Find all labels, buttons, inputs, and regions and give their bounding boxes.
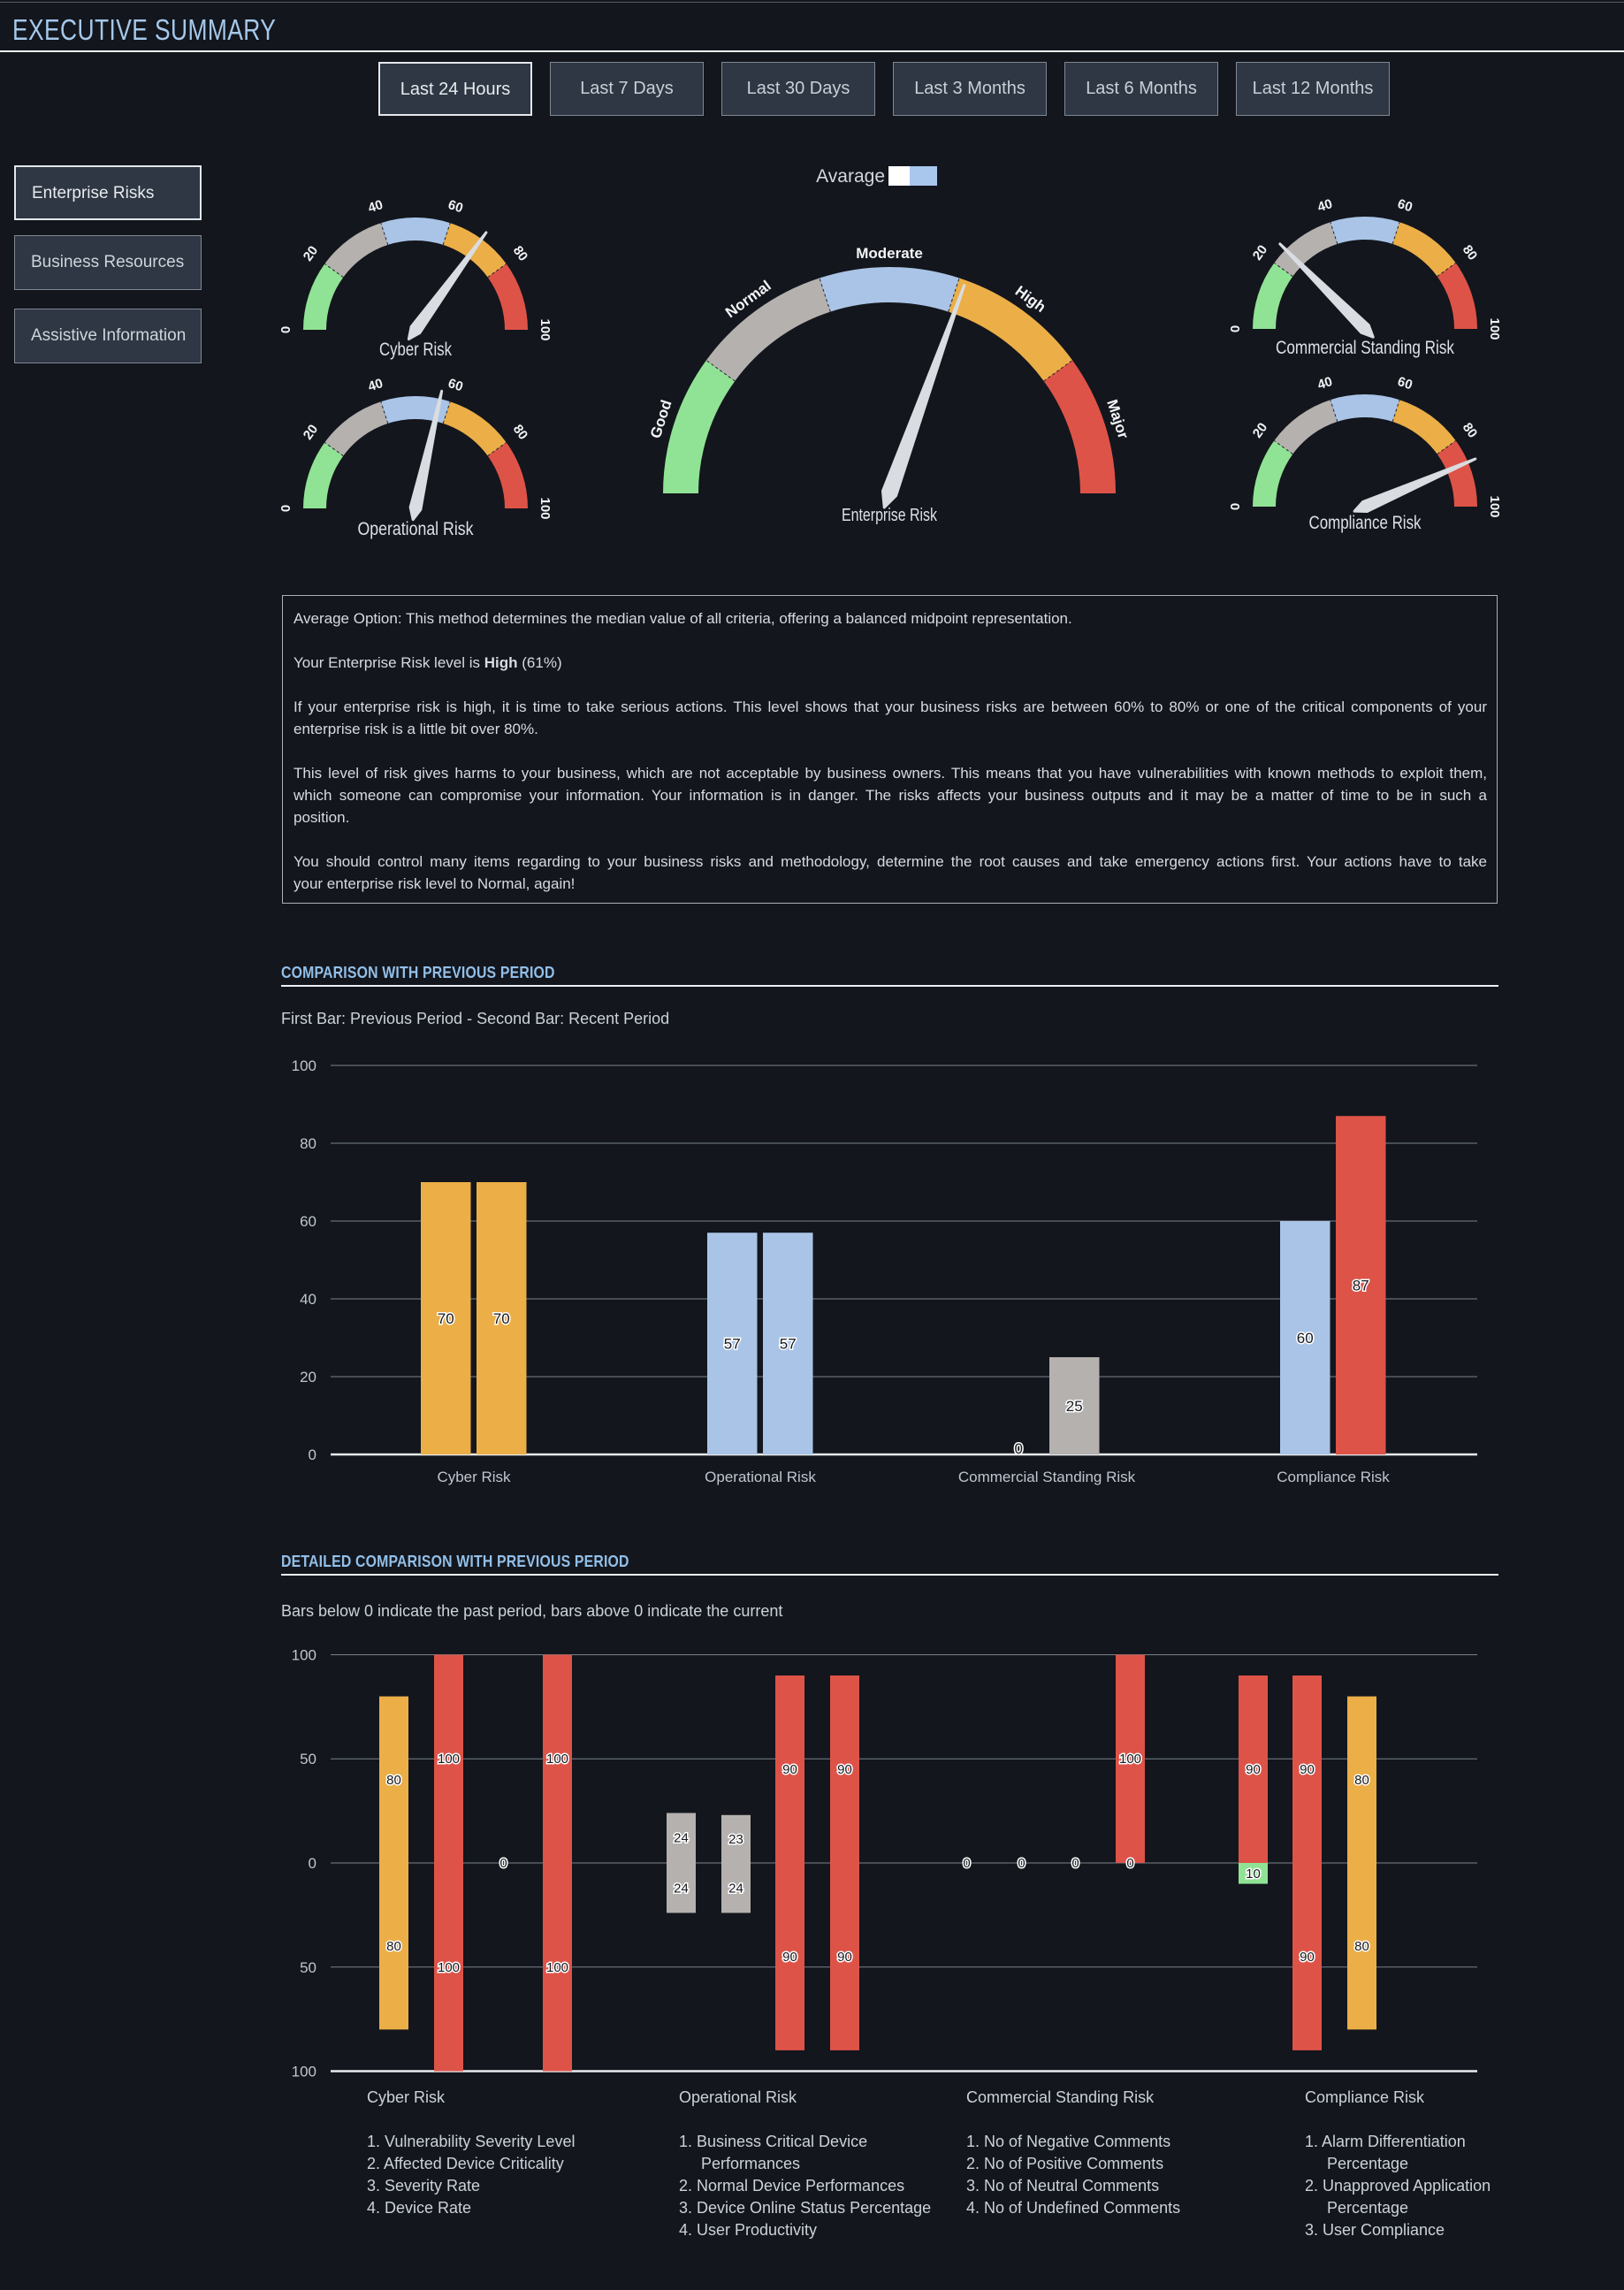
svg-text:Operational Risk: Operational Risk <box>358 519 474 539</box>
svg-text:Good: Good <box>647 398 675 440</box>
svg-text:100: 100 <box>292 1057 316 1074</box>
svg-text:80: 80 <box>1460 242 1481 263</box>
svg-text:90: 90 <box>1300 1762 1315 1777</box>
svg-text:80: 80 <box>1354 1773 1369 1788</box>
svg-text:40: 40 <box>366 376 385 394</box>
svg-text:100: 100 <box>292 1647 316 1664</box>
svg-text:60: 60 <box>1297 1330 1314 1347</box>
svg-text:0: 0 <box>309 1447 316 1463</box>
svg-text:0: 0 <box>278 505 294 512</box>
svg-text:100: 100 <box>546 1752 568 1767</box>
svg-text:Enterprise Risk: Enterprise Risk <box>842 506 938 525</box>
svg-text:90: 90 <box>782 1950 797 1965</box>
svg-text:0: 0 <box>1018 1856 1025 1871</box>
svg-text:90: 90 <box>1246 1762 1261 1777</box>
svg-text:20: 20 <box>1250 242 1271 263</box>
svg-text:100: 100 <box>438 1960 460 1975</box>
svg-text:80: 80 <box>386 1773 401 1788</box>
svg-text:60: 60 <box>446 376 465 394</box>
svg-text:40: 40 <box>300 1291 316 1308</box>
svg-text:100: 100 <box>1487 317 1502 340</box>
svg-text:Commercial Standing Risk: Commercial Standing Risk <box>1276 338 1454 358</box>
svg-text:90: 90 <box>837 1950 852 1965</box>
svg-text:0: 0 <box>963 1856 970 1871</box>
svg-text:70: 70 <box>438 1310 454 1327</box>
svg-text:100: 100 <box>1487 495 1502 517</box>
svg-text:24: 24 <box>674 1831 689 1846</box>
svg-text:40: 40 <box>1315 196 1334 215</box>
svg-text:90: 90 <box>837 1762 852 1777</box>
svg-text:Cyber Risk: Cyber Risk <box>437 1469 511 1485</box>
svg-text:50: 50 <box>300 1959 316 1976</box>
svg-text:20: 20 <box>300 1369 316 1385</box>
svg-text:20: 20 <box>301 243 322 263</box>
svg-text:100: 100 <box>538 318 553 340</box>
svg-text:90: 90 <box>782 1762 797 1777</box>
svg-text:57: 57 <box>780 1336 797 1353</box>
svg-text:Compliance Risk: Compliance Risk <box>1277 1469 1390 1485</box>
svg-text:100: 100 <box>1119 1752 1141 1767</box>
svg-text:80: 80 <box>300 1135 316 1152</box>
svg-text:0: 0 <box>1228 325 1243 332</box>
svg-text:25: 25 <box>1066 1398 1083 1415</box>
svg-text:90: 90 <box>1300 1950 1315 1965</box>
svg-text:57: 57 <box>724 1336 741 1353</box>
svg-text:50: 50 <box>300 1751 316 1767</box>
svg-text:100: 100 <box>538 497 553 519</box>
svg-text:80: 80 <box>386 1939 401 1954</box>
svg-text:80: 80 <box>510 422 531 442</box>
svg-text:24: 24 <box>728 1881 743 1896</box>
svg-text:70: 70 <box>493 1310 510 1327</box>
svg-text:40: 40 <box>1315 374 1334 393</box>
svg-text:23: 23 <box>728 1832 743 1847</box>
svg-text:0: 0 <box>309 1855 316 1872</box>
svg-text:80: 80 <box>510 243 531 263</box>
svg-text:20: 20 <box>301 422 322 442</box>
svg-text:0: 0 <box>1014 1440 1022 1457</box>
svg-text:0: 0 <box>1228 503 1243 510</box>
svg-text:100: 100 <box>546 1960 568 1975</box>
svg-text:60: 60 <box>300 1213 316 1230</box>
svg-text:20: 20 <box>1250 420 1271 440</box>
svg-text:60: 60 <box>1396 196 1414 215</box>
svg-text:60: 60 <box>446 197 465 216</box>
svg-text:87: 87 <box>1353 1278 1369 1294</box>
svg-text:40: 40 <box>366 197 385 216</box>
svg-text:80: 80 <box>1460 420 1481 440</box>
svg-text:0: 0 <box>278 326 294 333</box>
svg-text:80: 80 <box>1354 1939 1369 1954</box>
svg-text:Cyber Risk: Cyber Risk <box>379 340 452 360</box>
svg-text:0: 0 <box>1126 1856 1133 1871</box>
svg-text:0: 0 <box>499 1856 507 1871</box>
svg-text:Compliance Risk: Compliance Risk <box>1309 513 1422 533</box>
svg-text:Commercial Standing Risk: Commercial Standing Risk <box>958 1469 1136 1485</box>
svg-text:Operational Risk: Operational Risk <box>705 1469 816 1485</box>
svg-text:100: 100 <box>438 1752 460 1767</box>
svg-text:100: 100 <box>292 2064 316 2080</box>
svg-text:0: 0 <box>1071 1856 1079 1871</box>
svg-text:60: 60 <box>1396 374 1414 393</box>
svg-text:24: 24 <box>674 1881 689 1896</box>
svg-text:Avarage: Avarage <box>816 166 885 187</box>
svg-text:10: 10 <box>1246 1866 1261 1882</box>
svg-text:Moderate: Moderate <box>856 245 923 262</box>
